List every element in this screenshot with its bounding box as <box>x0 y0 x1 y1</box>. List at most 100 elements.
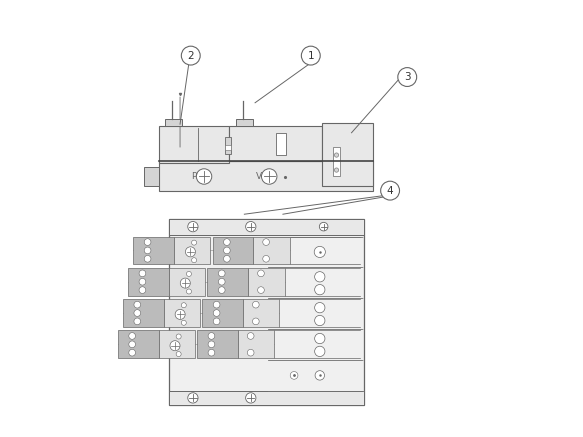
Circle shape <box>176 334 181 339</box>
Bar <box>159 161 373 191</box>
Circle shape <box>181 320 187 325</box>
Bar <box>165 118 182 126</box>
Circle shape <box>213 310 220 316</box>
Circle shape <box>213 318 220 325</box>
Circle shape <box>134 318 141 325</box>
Bar <box>213 236 254 264</box>
Text: 3: 3 <box>404 72 410 82</box>
Text: P: P <box>191 172 196 181</box>
Circle shape <box>335 153 339 157</box>
Circle shape <box>315 284 325 295</box>
Circle shape <box>398 68 417 87</box>
Circle shape <box>134 310 141 316</box>
Circle shape <box>219 278 225 285</box>
Circle shape <box>219 287 225 293</box>
Circle shape <box>315 333 325 343</box>
Circle shape <box>245 222 256 232</box>
Circle shape <box>252 302 259 308</box>
Circle shape <box>192 258 196 263</box>
Circle shape <box>176 351 181 357</box>
Bar <box>118 330 159 358</box>
Circle shape <box>219 270 225 277</box>
Bar <box>169 268 205 296</box>
Circle shape <box>213 302 220 308</box>
Bar <box>229 126 321 161</box>
Circle shape <box>187 289 191 294</box>
Circle shape <box>223 247 230 254</box>
Circle shape <box>208 333 215 339</box>
Circle shape <box>192 240 196 245</box>
Bar <box>322 123 373 186</box>
Circle shape <box>315 302 325 313</box>
Circle shape <box>134 302 141 308</box>
Circle shape <box>301 46 320 65</box>
Bar <box>123 299 164 327</box>
Bar <box>164 299 200 327</box>
Circle shape <box>144 247 151 254</box>
Circle shape <box>175 309 185 319</box>
Text: V: V <box>255 172 262 181</box>
Bar <box>238 330 275 358</box>
Bar <box>169 391 364 405</box>
Bar <box>128 268 169 296</box>
Bar <box>226 145 231 150</box>
Circle shape <box>263 239 269 246</box>
Circle shape <box>144 239 151 246</box>
Bar <box>333 147 340 177</box>
Circle shape <box>245 393 256 403</box>
Bar <box>254 236 290 264</box>
Circle shape <box>181 46 200 65</box>
Bar <box>169 218 364 235</box>
Circle shape <box>315 346 325 357</box>
Bar <box>276 133 286 155</box>
Circle shape <box>129 341 135 348</box>
Circle shape <box>181 303 187 308</box>
Circle shape <box>208 341 215 348</box>
Bar <box>236 118 253 126</box>
Text: 1: 1 <box>307 51 314 61</box>
Circle shape <box>247 333 254 339</box>
Circle shape <box>188 222 198 232</box>
Circle shape <box>170 341 180 351</box>
Circle shape <box>263 256 269 262</box>
Text: 4: 4 <box>387 186 394 196</box>
Bar <box>208 268 248 296</box>
Circle shape <box>258 287 264 293</box>
Circle shape <box>185 247 195 257</box>
Circle shape <box>315 316 325 326</box>
Circle shape <box>196 169 212 184</box>
Circle shape <box>335 168 339 172</box>
Bar <box>243 299 279 327</box>
Bar <box>197 330 238 358</box>
Text: 2: 2 <box>188 51 194 61</box>
Circle shape <box>223 256 230 262</box>
Circle shape <box>144 256 151 262</box>
Circle shape <box>139 287 146 293</box>
Bar <box>159 330 195 358</box>
Circle shape <box>208 349 215 356</box>
Circle shape <box>315 371 325 380</box>
Circle shape <box>290 371 298 379</box>
Circle shape <box>262 169 277 184</box>
Circle shape <box>247 349 254 356</box>
Bar <box>225 137 231 154</box>
Bar <box>169 218 364 405</box>
Circle shape <box>315 272 325 282</box>
Bar <box>134 236 174 264</box>
Circle shape <box>314 246 325 257</box>
Circle shape <box>129 333 135 339</box>
Bar <box>248 268 285 296</box>
Circle shape <box>381 181 399 200</box>
Circle shape <box>223 239 230 246</box>
Circle shape <box>180 278 190 288</box>
Circle shape <box>319 222 328 231</box>
Bar <box>202 299 243 327</box>
Circle shape <box>139 270 146 277</box>
Circle shape <box>252 318 259 325</box>
Circle shape <box>188 393 198 403</box>
Circle shape <box>187 271 191 277</box>
Bar <box>159 126 229 163</box>
Circle shape <box>139 278 146 285</box>
Bar <box>143 167 159 186</box>
Bar <box>174 236 210 264</box>
